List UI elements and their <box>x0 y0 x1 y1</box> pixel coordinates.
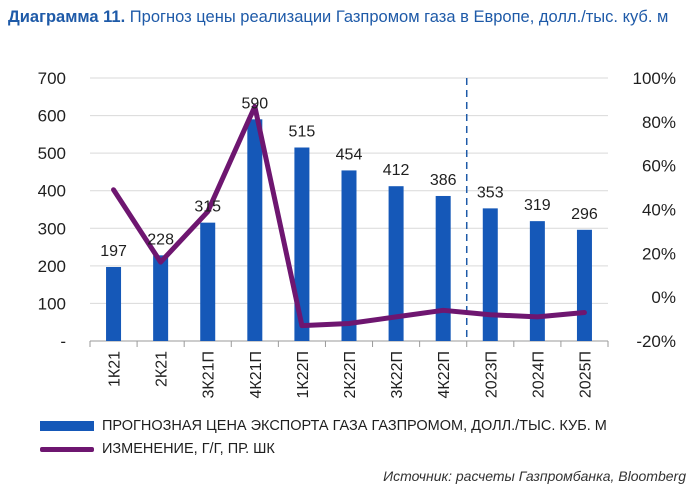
y-right-tick-label: 60% <box>642 157 676 176</box>
y-right-tick-label: 100% <box>633 69 676 88</box>
legend-line-swatch <box>40 446 94 452</box>
y-right-tick-label: -20% <box>636 332 676 351</box>
y-left-tick-label: 400 <box>38 182 66 201</box>
bar <box>153 255 169 341</box>
legend-line-label: ИЗМЕНЕНИЕ, Г/Г, ПР. ШК <box>102 441 275 457</box>
bar <box>341 170 357 341</box>
legend-bar-entry: ПРОГНОЗНАЯ ЦЕНА ЭКСПОРТА ГАЗА ГАЗПРОМОМ,… <box>40 418 607 434</box>
bar <box>247 119 263 341</box>
bar-data-label: 197 <box>100 243 127 260</box>
x-tick-label: 2К21 <box>154 351 171 387</box>
legend-line-entry: ИЗМЕНЕНИЕ, Г/Г, ПР. ШК <box>40 441 275 457</box>
bar-data-label: 319 <box>524 197 551 214</box>
source-note: Источник: расчеты Газпромбанка, Bloomber… <box>383 468 686 484</box>
chart-title-text: Прогноз цены реализации Газпромом газа в… <box>129 8 669 26</box>
bar-data-label: 296 <box>571 206 598 223</box>
y-left-tick-label: 700 <box>38 69 66 88</box>
x-tick-label: 1К22П <box>295 351 312 399</box>
x-tick-label: 3К22П <box>389 351 406 399</box>
y-left-tick-label: 200 <box>38 257 66 276</box>
bar <box>106 266 122 341</box>
bar <box>529 221 545 341</box>
y-left-tick-label: - <box>60 332 66 351</box>
x-tick-label: 4К22П <box>436 351 453 399</box>
bar-data-label: 590 <box>241 95 268 112</box>
bar-data-label: 353 <box>477 184 504 201</box>
bar-data-label: 515 <box>289 124 316 141</box>
chart-title-number: Диаграмма 11. <box>8 8 126 26</box>
bar-data-label: 315 <box>194 199 221 216</box>
legend-bar-label: ПРОГНОЗНАЯ ЦЕНА ЭКСПОРТА ГАЗА ГАЗПРОМОМ,… <box>102 418 607 434</box>
bar <box>435 195 451 341</box>
y-left-tick-label: 100 <box>38 294 66 313</box>
y-left-tick-label: 300 <box>38 219 66 238</box>
y-left-tick-label: 600 <box>38 107 66 126</box>
bar <box>576 229 592 341</box>
bar-data-label: 386 <box>430 172 457 189</box>
legend-bar-swatch <box>40 421 94 431</box>
y-right-tick-label: 40% <box>642 201 676 220</box>
bar <box>388 186 404 341</box>
bar <box>200 222 216 341</box>
bar <box>294 147 310 341</box>
x-tick-label: 3К21П <box>201 351 218 399</box>
x-tick-label: 4К21П <box>248 351 265 399</box>
bar-data-label: 412 <box>383 162 410 179</box>
x-tick-label: 2024П <box>530 351 547 398</box>
y-right-tick-label: 20% <box>642 244 676 263</box>
change-line <box>111 103 587 329</box>
combo-chart: - 100 200 300 400 500 600 700 -20% 0% 20% 40% 60% 80%… <box>38 69 676 399</box>
x-tick-label: 2025П <box>577 351 594 398</box>
bar-data-label: 454 <box>336 146 363 163</box>
bar-data-label: 228 <box>147 231 174 248</box>
y-left-tick-label: 500 <box>38 144 66 163</box>
x-tick-label: 2023П <box>483 351 500 398</box>
y-right-tick-label: 80% <box>642 113 676 132</box>
chart-title: Диаграмма 11. Прогноз цены реализации Га… <box>8 4 692 30</box>
bar <box>482 208 498 341</box>
x-tick-label: 1К21 <box>107 351 124 387</box>
y-right-tick-label: 0% <box>651 288 676 307</box>
x-tick-label: 2К22П <box>342 351 359 399</box>
